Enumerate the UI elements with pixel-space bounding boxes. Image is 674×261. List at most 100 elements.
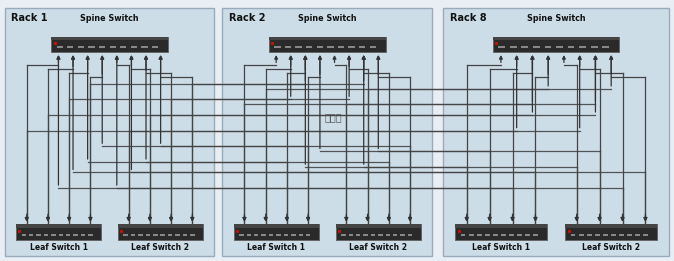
FancyBboxPatch shape	[222, 8, 432, 256]
Text: Rack 2: Rack 2	[229, 13, 266, 23]
Bar	[644, 234, 648, 236]
Bar	[160, 234, 165, 236]
Bar	[142, 46, 148, 48]
Bar	[408, 234, 412, 236]
Bar	[247, 234, 251, 236]
Bar	[533, 46, 540, 48]
Bar	[138, 234, 143, 236]
Bar	[579, 234, 584, 236]
Text: Leaf Switch 1: Leaf Switch 1	[247, 243, 305, 252]
Bar	[274, 46, 280, 48]
Bar	[78, 46, 84, 48]
Bar	[234, 224, 319, 228]
Text: Leaf Switch 2: Leaf Switch 2	[349, 243, 407, 252]
Bar	[123, 234, 128, 236]
Bar	[533, 234, 539, 236]
Bar	[67, 46, 73, 48]
Bar	[386, 234, 390, 236]
Bar	[285, 46, 291, 48]
Bar	[517, 234, 522, 236]
Bar	[336, 224, 421, 240]
Bar	[51, 234, 55, 236]
FancyBboxPatch shape	[5, 8, 214, 256]
Bar	[190, 234, 195, 236]
Bar	[234, 224, 319, 240]
Text: ・・・: ・・・	[325, 112, 342, 122]
Bar	[239, 234, 244, 236]
Bar	[269, 37, 386, 40]
Bar	[291, 234, 296, 236]
Text: Rack 8: Rack 8	[450, 13, 486, 23]
Bar	[603, 234, 608, 236]
Bar	[152, 46, 158, 48]
Bar	[118, 224, 203, 228]
Bar	[306, 46, 312, 48]
Bar	[168, 234, 173, 236]
Bar	[29, 234, 34, 236]
Bar	[499, 46, 506, 48]
Bar	[587, 234, 592, 236]
Text: Leaf Switch 1: Leaf Switch 1	[30, 243, 88, 252]
Bar	[57, 46, 63, 48]
Text: Leaf Switch 2: Leaf Switch 2	[131, 243, 189, 252]
Bar	[153, 234, 158, 236]
Bar	[493, 37, 619, 52]
Text: Spine Switch: Spine Switch	[527, 15, 585, 23]
Bar	[118, 224, 203, 240]
Bar	[522, 46, 528, 48]
Bar	[299, 234, 303, 236]
Bar	[565, 224, 657, 240]
Bar	[363, 234, 368, 236]
Bar	[348, 46, 355, 48]
Bar	[455, 224, 547, 228]
Bar	[571, 234, 576, 236]
Bar	[66, 234, 71, 236]
Text: Spine Switch: Spine Switch	[80, 15, 139, 23]
Bar	[493, 37, 619, 40]
Bar	[556, 46, 563, 48]
Bar	[175, 234, 180, 236]
FancyBboxPatch shape	[443, 8, 669, 256]
Bar	[262, 234, 266, 236]
Bar	[501, 234, 506, 236]
Bar	[378, 234, 383, 236]
Bar	[22, 234, 26, 236]
Text: Leaf Switch 2: Leaf Switch 2	[582, 243, 640, 252]
Bar	[16, 224, 101, 228]
Bar	[468, 234, 474, 236]
Bar	[565, 224, 657, 228]
Bar	[73, 234, 78, 236]
Bar	[254, 234, 259, 236]
Bar	[109, 46, 116, 48]
Bar	[16, 224, 101, 240]
Bar	[51, 37, 168, 52]
Bar	[131, 234, 135, 236]
Bar	[81, 234, 85, 236]
Bar	[525, 234, 530, 236]
Bar	[36, 234, 41, 236]
Bar	[493, 234, 498, 236]
Bar	[295, 46, 302, 48]
Bar	[341, 234, 346, 236]
Bar	[317, 46, 323, 48]
Bar	[338, 46, 344, 48]
Bar	[359, 46, 365, 48]
Text: Spine Switch: Spine Switch	[298, 15, 357, 23]
Bar	[602, 46, 609, 48]
Bar	[590, 46, 598, 48]
Bar	[568, 46, 574, 48]
Bar	[183, 234, 187, 236]
Bar	[44, 234, 49, 236]
Bar	[510, 46, 517, 48]
Bar	[636, 234, 640, 236]
Bar	[269, 37, 386, 52]
Bar	[348, 234, 353, 236]
Bar	[88, 234, 93, 236]
Bar	[51, 37, 168, 40]
Bar	[611, 234, 616, 236]
Bar	[284, 234, 288, 236]
Bar	[306, 234, 311, 236]
Bar	[485, 234, 490, 236]
Text: Leaf Switch 1: Leaf Switch 1	[472, 243, 530, 252]
Bar	[88, 46, 94, 48]
